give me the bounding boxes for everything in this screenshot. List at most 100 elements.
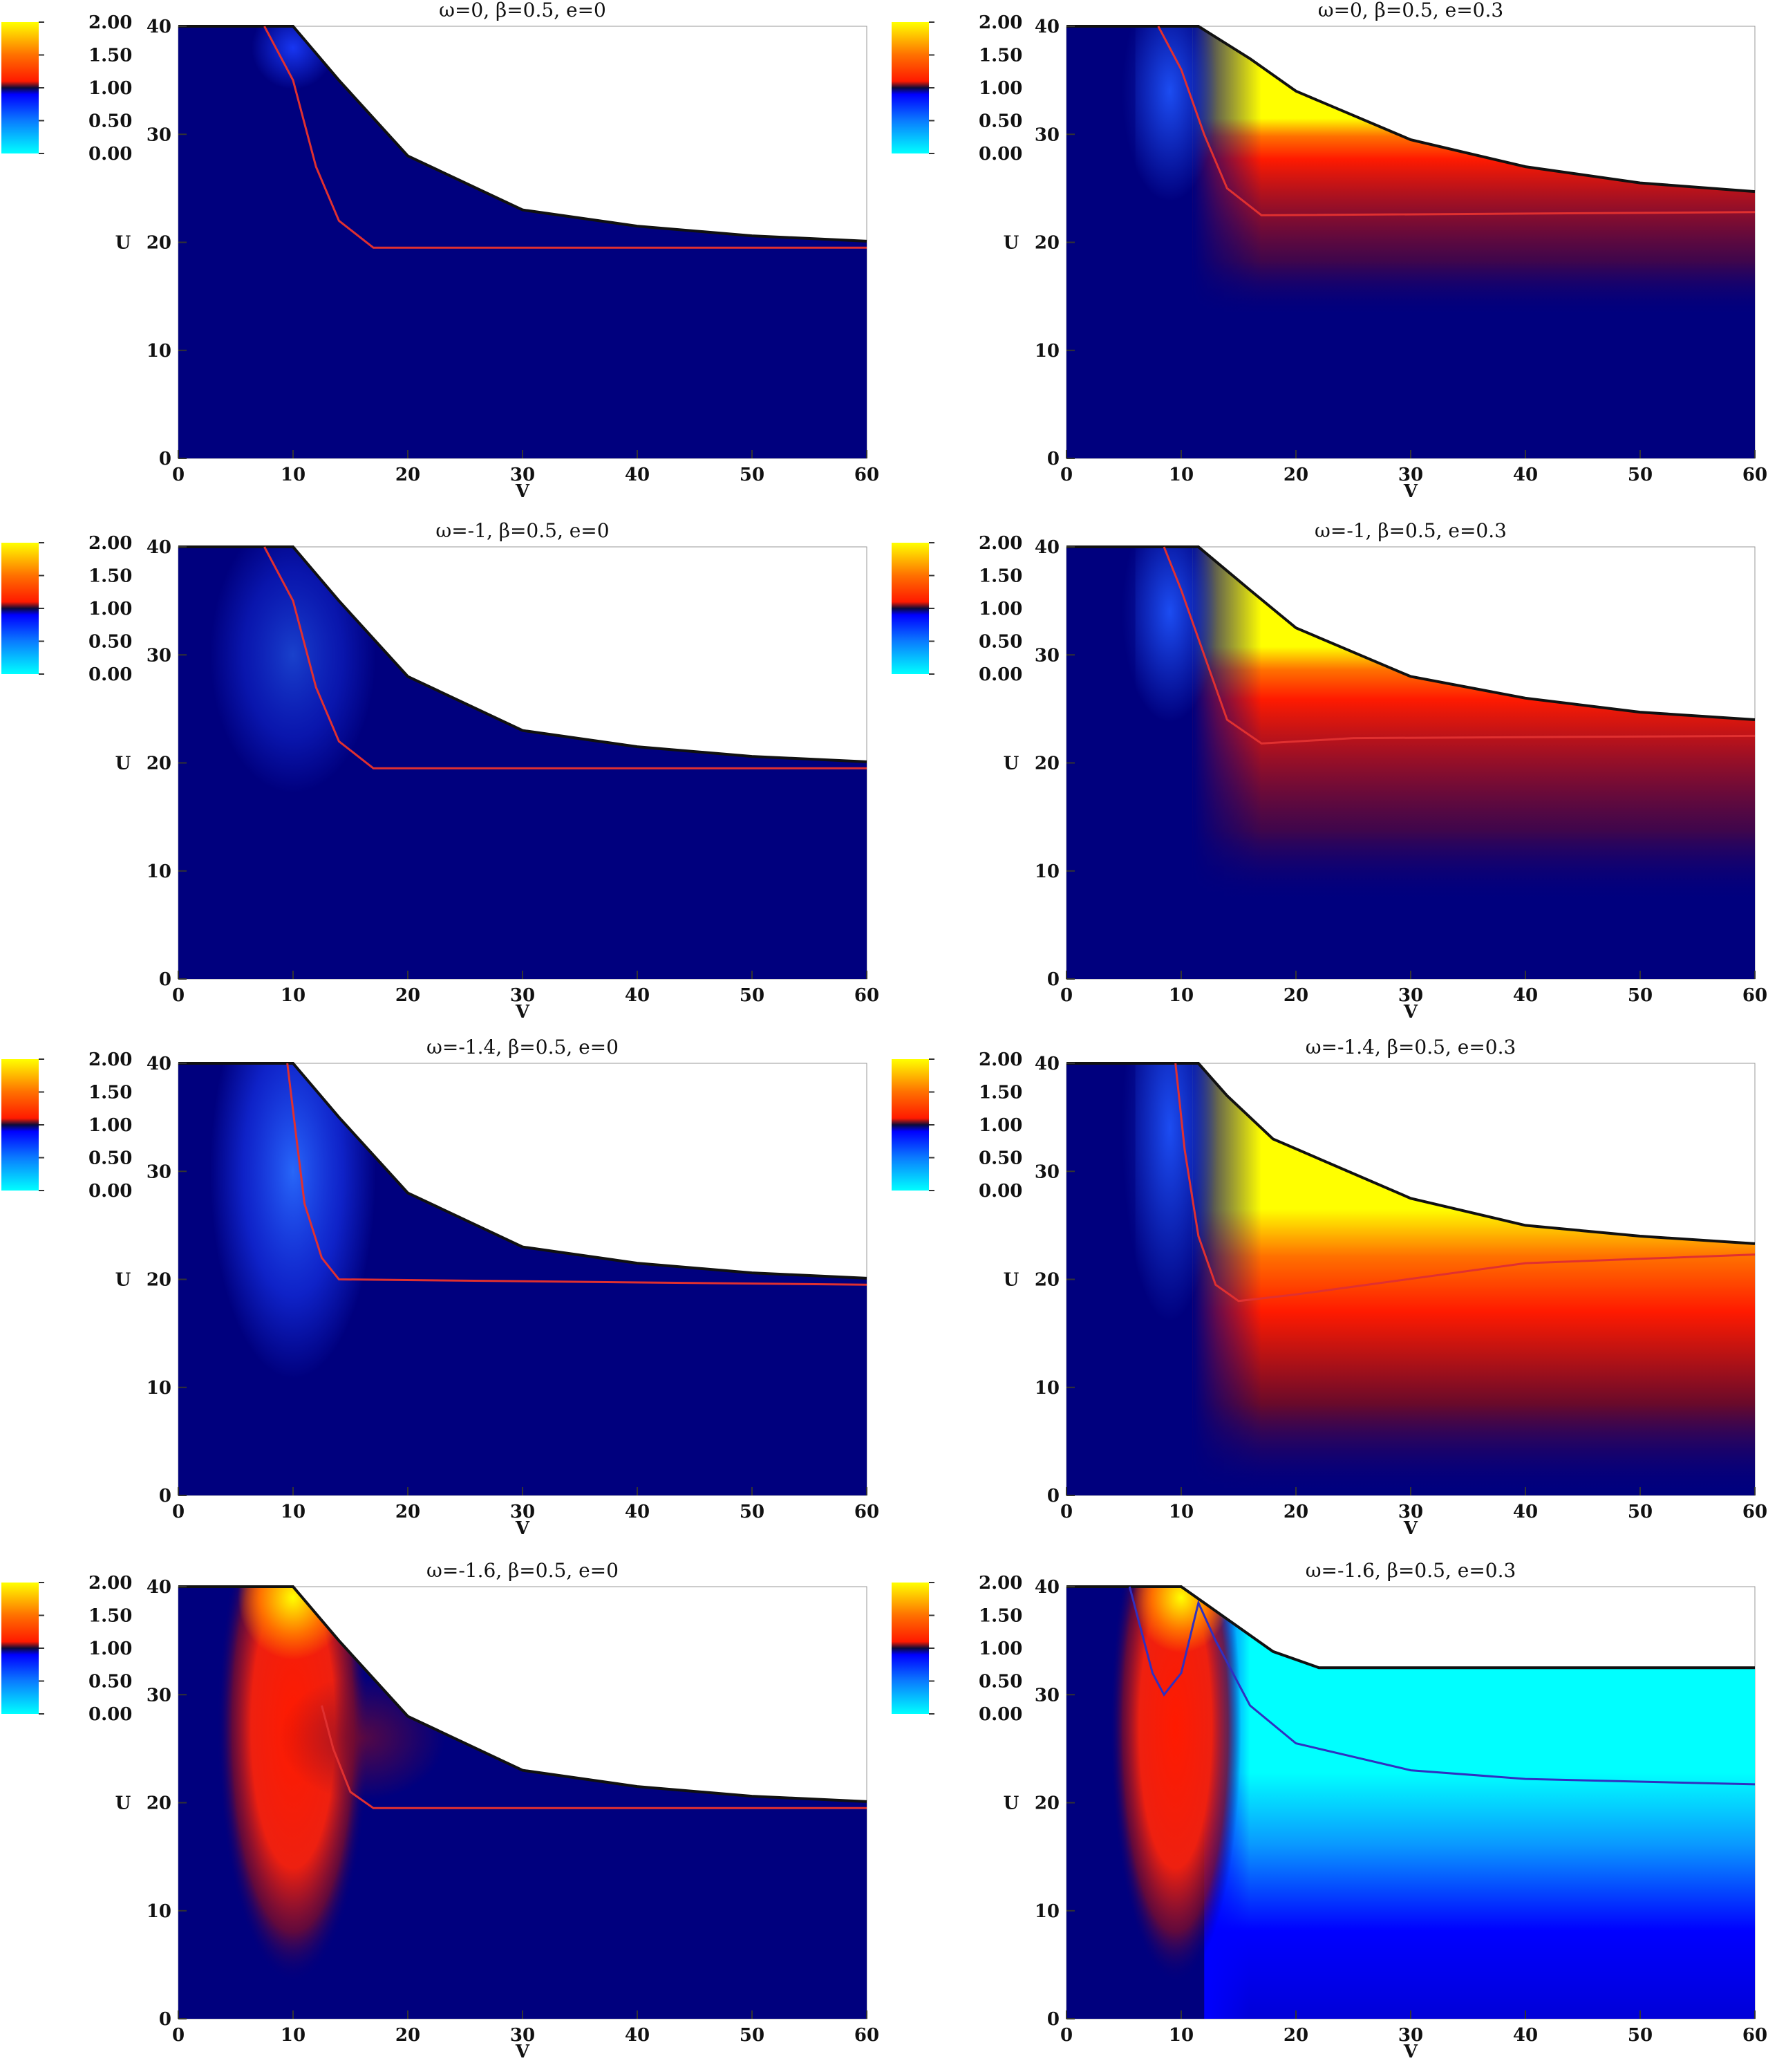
- y-tick-label: 30: [147, 124, 171, 145]
- panel-title: ω=-1, β=0.5, e=0: [435, 519, 609, 542]
- colorbar-tick-label: 1.00: [88, 1639, 132, 1659]
- panel-6: ω=-1.4, β=0.5, e=0.3 0 10 20 30 40 50 60 0 10 20 30…: [892, 1036, 1767, 1539]
- x-tick-label: 0: [172, 985, 185, 1006]
- x-tick-label: 20: [1284, 2025, 1308, 2046]
- y-tick-label: 10: [147, 861, 171, 882]
- x-tick-label: 50: [1628, 1502, 1653, 1522]
- x-tick-label: 30: [510, 2025, 535, 2046]
- x-axis-label: V: [515, 1518, 530, 1539]
- x-tick-label: 0: [172, 2025, 185, 2046]
- colorbar-tick-label: 1.00: [979, 78, 1022, 99]
- colorbar-tick-label: 2.00: [979, 533, 1022, 554]
- x-axis-label: V: [515, 1002, 530, 1023]
- y-axis-label: U: [115, 1270, 131, 1291]
- x-tick-label: 10: [1169, 465, 1194, 485]
- x-tick-label: 0: [1060, 985, 1073, 1006]
- colorbar-tick-label: 1.00: [979, 599, 1022, 619]
- red-curve: [263, 546, 867, 769]
- x-tick-label: 60: [854, 465, 879, 485]
- panel-7: ω=-1.6, β=0.5, e=0 0 10 20 30 40 50 60 0 10 20 30 40…: [1, 1559, 879, 2062]
- boundary-curve: [178, 1062, 867, 1280]
- colorbar-tick-label: 2.00: [88, 12, 132, 33]
- boundary-curve: [1066, 545, 1756, 721]
- colorbar-tick-label: 0.50: [88, 1148, 132, 1169]
- red-curve: [321, 1705, 867, 1809]
- panel-1: ω=0, β=0.5, e=0 0 10 20 30 40 50 60 0 10 20 30 40 V U 2…: [1, 0, 879, 502]
- x-tick-label: 20: [395, 985, 420, 1006]
- y-tick-label: 40: [147, 17, 171, 37]
- y-axis-label: U: [1004, 1793, 1019, 1814]
- colorbar-gradient: [1, 22, 39, 153]
- x-tick-label: 60: [854, 1502, 879, 1522]
- y-tick-label: 10: [147, 1378, 171, 1399]
- y-tick-label: 0: [1047, 969, 1060, 990]
- colorbar-tick-label: 0.50: [979, 632, 1022, 653]
- x-tick-label: 40: [625, 2025, 650, 2046]
- y-tick-label: 40: [1035, 537, 1060, 558]
- colorbar-tick-label: 0.00: [88, 664, 132, 685]
- y-tick-label: 20: [1035, 754, 1060, 774]
- red-curve: [1174, 1063, 1756, 1303]
- boundary-curve: [178, 25, 867, 243]
- y-tick-label: 40: [147, 1054, 171, 1074]
- colorbar-tick-label: 0.50: [979, 1148, 1022, 1169]
- y-tick-label: 0: [159, 969, 171, 990]
- colorbar: 2.00 1.50 1.00 0.50 0.00: [892, 1049, 1022, 1202]
- x-tick-label: 30: [510, 985, 535, 1006]
- colorbar-gradient: [892, 22, 929, 153]
- colorbar: 2.00 1.50 1.00 0.50 0.00: [892, 1573, 1022, 1725]
- colorbar-tick-label: 0.50: [979, 111, 1022, 132]
- colorbar-tick-label: 1.00: [979, 1639, 1022, 1659]
- colorbar-gradient: [1, 1583, 39, 1714]
- y-tick-label: 20: [147, 1270, 171, 1291]
- y-tick-label: 30: [147, 1161, 171, 1182]
- y-tick-label: 30: [147, 1685, 171, 1706]
- x-tick-label: 10: [281, 1502, 305, 1522]
- x-tick-label: 50: [740, 465, 764, 485]
- y-tick-label: 40: [1035, 1577, 1060, 1598]
- heatmap-field: [1066, 1063, 1755, 1495]
- y-tick-label: 0: [159, 449, 171, 469]
- colorbar-tick-label: 1.00: [88, 599, 132, 619]
- y-tick-label: 20: [147, 754, 171, 774]
- colorbar-gradient: [1, 543, 39, 674]
- x-tick-label: 0: [172, 465, 185, 485]
- panel-title: ω=-1.6, β=0.5, e=0.3: [1306, 1559, 1516, 1582]
- y-tick-label: 30: [1035, 1685, 1060, 1706]
- colorbar-tick-label: 2.00: [88, 533, 132, 554]
- x-axis-label: V: [1403, 1002, 1418, 1023]
- x-tick-label: 30: [1398, 465, 1423, 485]
- colorbar-tick-label: 2.00: [979, 12, 1022, 33]
- x-tick-label: 40: [1513, 2025, 1538, 2046]
- y-axis-label: U: [115, 233, 131, 254]
- y-tick-label: 40: [147, 537, 171, 558]
- x-tick-label: 20: [395, 465, 420, 485]
- x-tick-label: 60: [1742, 465, 1767, 485]
- colorbar-tick-label: 1.50: [88, 1606, 132, 1627]
- x-tick-label: 30: [1398, 1502, 1423, 1522]
- colorbar-tick-label: 1.50: [88, 566, 132, 587]
- x-tick-label: 50: [740, 985, 764, 1006]
- y-tick-label: 10: [1035, 341, 1060, 362]
- colorbar-gradient: [892, 1583, 929, 1714]
- panel-4: ω=-1, β=0.5, e=0.3 0 10 20 30 40 50 60 0 10 20 30 40…: [892, 519, 1767, 1023]
- y-tick-label: 10: [1035, 861, 1060, 882]
- panel-title: ω=0, β=0.5, e=0.3: [1318, 0, 1503, 21]
- y-tick-label: 10: [147, 341, 171, 362]
- x-tick-label: 40: [1513, 1502, 1538, 1522]
- y-tick-label: 0: [159, 2009, 171, 2030]
- colorbar-gradient: [892, 1059, 929, 1191]
- y-axis-label: U: [1004, 754, 1019, 774]
- panel-8: ω=-1.6, β=0.5, e=0.3 0 10 20 30 40 50 60 0 10 20 30…: [892, 1559, 1767, 2062]
- y-tick-label: 10: [147, 1901, 171, 1922]
- colorbar: 2.00 1.50 1.00 0.50 0.00: [1, 533, 132, 685]
- colorbar-tick-label: 0.50: [88, 632, 132, 653]
- x-axis-label: V: [515, 481, 530, 502]
- x-tick-label: 10: [281, 985, 305, 1006]
- panel-title: ω=0, β=0.5, e=0: [439, 0, 606, 21]
- y-tick-label: 0: [1047, 449, 1060, 469]
- y-axis-label: U: [1004, 233, 1019, 254]
- colorbar-tick-label: 2.00: [88, 1573, 132, 1594]
- colorbar: 2.00 1.50 1.00 0.50 0.00: [1, 1049, 132, 1202]
- x-tick-label: 50: [740, 1502, 764, 1522]
